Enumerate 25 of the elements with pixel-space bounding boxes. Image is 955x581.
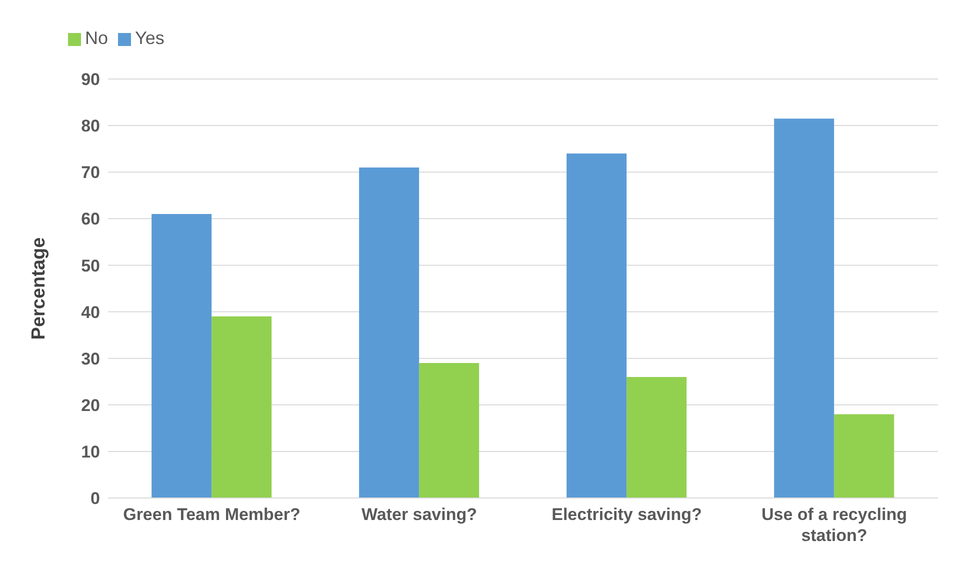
y-tick-label: 10 <box>81 442 100 462</box>
bar <box>566 153 627 498</box>
y-tick-label: 90 <box>81 70 100 90</box>
x-tick-label: Green Team Member? <box>123 505 300 524</box>
bar <box>774 118 834 498</box>
y-tick-label: 0 <box>90 489 100 508</box>
y-tick-label: 30 <box>81 349 100 368</box>
bar <box>152 214 212 498</box>
bar <box>419 362 480 498</box>
y-tick-label: 60 <box>81 210 100 229</box>
y-tick-label: 80 <box>81 116 100 136</box>
bar <box>212 316 272 498</box>
x-tick-label: Electricity saving? <box>552 505 702 524</box>
bar <box>626 376 687 498</box>
x-tick-label: Use of a recycling station? <box>761 505 908 545</box>
legend-label: No <box>85 28 108 48</box>
legend-label: Yes <box>135 28 164 48</box>
y-tick-label: 50 <box>81 256 100 276</box>
bar <box>359 167 420 498</box>
y-tick-label: 20 <box>81 396 100 415</box>
y-tick-label: 70 <box>81 163 100 182</box>
x-tick-label: Water saving? <box>361 505 478 524</box>
bar <box>834 414 894 498</box>
y-axis-title: Percentage <box>28 237 50 340</box>
y-tick-label: 40 <box>81 302 100 322</box>
